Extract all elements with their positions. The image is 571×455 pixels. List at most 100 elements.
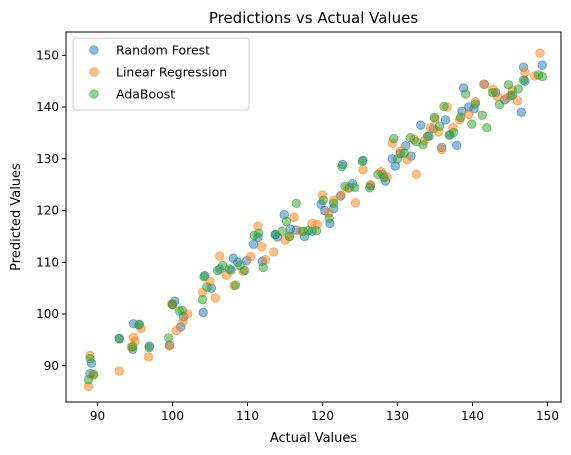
legend-marker <box>89 89 99 99</box>
data-point <box>329 198 339 208</box>
data-point <box>350 198 361 208</box>
data-point <box>134 320 144 330</box>
data-point <box>503 80 514 90</box>
data-point <box>311 226 322 236</box>
data-point <box>257 242 267 252</box>
y-tick-label: 110 <box>36 255 59 269</box>
data-point <box>224 264 235 274</box>
data-point <box>392 154 403 164</box>
data-point <box>479 79 489 89</box>
data-point <box>198 307 208 318</box>
legend-marker <box>89 45 99 55</box>
y-axis-ticks: 90 100 110 120 130 140 150 <box>36 48 66 373</box>
data-point <box>365 183 375 193</box>
data-point <box>470 99 481 109</box>
data-point <box>245 251 256 262</box>
data-point <box>164 341 175 351</box>
data-point <box>537 71 547 82</box>
data-point <box>269 247 279 257</box>
x-tick-label: 120 <box>311 409 334 423</box>
data-point <box>449 127 459 138</box>
data-point <box>210 293 220 303</box>
data-point <box>507 90 517 100</box>
y-tick-label: 100 <box>36 307 59 321</box>
data-point <box>171 325 181 336</box>
series-adaboost <box>83 70 547 385</box>
data-point <box>535 48 545 58</box>
data-point <box>425 123 436 133</box>
data-point <box>230 280 241 290</box>
points-layer <box>83 48 547 392</box>
data-point <box>143 352 154 362</box>
y-tick-label: 120 <box>36 204 59 218</box>
data-point <box>318 195 328 205</box>
data-point <box>114 366 124 376</box>
data-point <box>437 144 447 155</box>
data-point <box>416 120 426 130</box>
data-point <box>303 226 313 236</box>
data-point <box>424 131 434 141</box>
chart-title: Predictions vs Actual Values <box>209 9 419 27</box>
x-tick-label: 130 <box>386 409 409 423</box>
data-point <box>516 107 526 117</box>
data-point <box>284 231 295 242</box>
data-point <box>260 254 271 265</box>
data-point <box>461 89 471 99</box>
x-tick-label: 90 <box>90 409 105 423</box>
y-tick-label: 150 <box>36 48 59 62</box>
data-point <box>336 190 346 200</box>
data-point <box>467 119 477 129</box>
legend-label: Linear Regression <box>116 65 227 80</box>
legend: Random Forest Linear Regression AdaBoost <box>72 37 250 111</box>
data-point <box>177 305 187 316</box>
data-point <box>289 212 299 222</box>
data-point <box>520 67 530 78</box>
data-point <box>379 172 389 183</box>
data-point <box>239 265 250 276</box>
data-point <box>512 96 523 106</box>
data-point <box>324 213 334 223</box>
data-point <box>464 109 474 119</box>
x-tick-label: 150 <box>536 409 559 423</box>
data-point <box>357 156 367 167</box>
plot-frame <box>65 31 562 403</box>
data-point <box>164 333 174 343</box>
data-point <box>440 115 451 125</box>
data-point <box>114 334 124 344</box>
data-point <box>429 112 439 123</box>
legend-label: Random Forest <box>116 43 210 58</box>
data-point <box>167 300 178 310</box>
y-tick-label: 140 <box>36 100 59 114</box>
data-point <box>89 369 99 380</box>
data-point <box>337 161 347 172</box>
legend-label: AdaBoost <box>116 87 175 102</box>
x-axis-ticks: 90 100 110 120 130 140 150 <box>90 402 559 423</box>
data-point <box>513 84 523 94</box>
data-point <box>389 133 399 144</box>
data-point <box>281 216 292 227</box>
data-point <box>411 169 421 180</box>
legend-box <box>72 37 250 111</box>
data-point <box>128 341 138 352</box>
legend-marker <box>89 67 99 77</box>
x-axis-label: Actual Values <box>270 431 358 446</box>
data-point <box>434 121 445 131</box>
x-tick-label: 110 <box>236 409 259 423</box>
data-point <box>350 182 360 192</box>
data-point <box>258 262 268 273</box>
data-point <box>358 164 368 175</box>
data-point <box>488 87 498 98</box>
data-point <box>439 101 449 112</box>
data-point <box>537 60 547 70</box>
y-axis-label: Predicted Values <box>9 163 24 271</box>
data-point <box>518 75 529 85</box>
y-tick-label: 130 <box>36 152 59 166</box>
data-point <box>199 272 209 282</box>
data-point <box>494 99 505 110</box>
data-point <box>340 181 350 191</box>
data-point <box>277 226 287 236</box>
y-tick-label: 90 <box>44 359 59 373</box>
data-point <box>178 317 188 327</box>
data-point <box>197 294 208 305</box>
